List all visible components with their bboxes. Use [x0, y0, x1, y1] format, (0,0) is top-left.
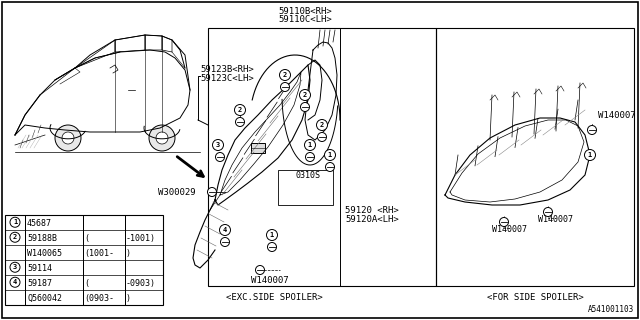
- Text: W300029: W300029: [158, 188, 196, 197]
- Text: 3: 3: [13, 264, 17, 270]
- Circle shape: [62, 132, 74, 144]
- Circle shape: [324, 149, 335, 161]
- Text: 59110C<LH>: 59110C<LH>: [278, 15, 332, 24]
- Circle shape: [10, 232, 20, 242]
- Text: <EXC.SIDE SPOILER>: <EXC.SIDE SPOILER>: [226, 293, 323, 302]
- Circle shape: [280, 83, 289, 92]
- Circle shape: [221, 237, 230, 246]
- Text: (: (: [84, 234, 89, 243]
- Circle shape: [10, 217, 20, 227]
- Text: -1001): -1001): [126, 234, 156, 243]
- Circle shape: [268, 243, 276, 252]
- Text: 59123B<RH>: 59123B<RH>: [200, 65, 253, 74]
- Circle shape: [326, 163, 335, 172]
- Text: 2: 2: [303, 92, 307, 98]
- Text: 1: 1: [328, 152, 332, 158]
- Circle shape: [149, 125, 175, 151]
- Circle shape: [280, 69, 291, 81]
- Text: ): ): [126, 294, 131, 303]
- Text: 4: 4: [13, 279, 17, 285]
- Circle shape: [300, 90, 310, 100]
- Text: 2: 2: [283, 72, 287, 78]
- Text: 3: 3: [216, 142, 220, 148]
- Circle shape: [55, 125, 81, 151]
- Circle shape: [317, 119, 328, 131]
- Text: 4: 4: [223, 227, 227, 233]
- Bar: [251, 143, 265, 153]
- Text: Q560042: Q560042: [27, 294, 62, 303]
- Circle shape: [266, 229, 278, 241]
- Text: W140007: W140007: [251, 276, 289, 285]
- Text: ): ): [126, 249, 131, 258]
- Circle shape: [543, 207, 552, 217]
- Bar: [5, 215, 163, 305]
- Circle shape: [305, 140, 316, 150]
- Text: 59114: 59114: [27, 264, 52, 273]
- Circle shape: [220, 225, 230, 236]
- Circle shape: [236, 117, 244, 126]
- Circle shape: [216, 153, 225, 162]
- Circle shape: [156, 132, 168, 144]
- Text: 45687: 45687: [27, 219, 52, 228]
- Circle shape: [301, 102, 310, 111]
- Text: (1001-: (1001-: [84, 249, 114, 258]
- Text: W140065: W140065: [27, 249, 62, 258]
- Circle shape: [10, 277, 20, 287]
- Text: (0903-: (0903-: [84, 294, 114, 303]
- Text: 1: 1: [588, 152, 592, 158]
- Text: 1: 1: [308, 142, 312, 148]
- Circle shape: [10, 262, 20, 272]
- Circle shape: [588, 125, 596, 134]
- Text: 59120A<LH>: 59120A<LH>: [345, 215, 399, 224]
- Text: 1: 1: [13, 219, 17, 225]
- Circle shape: [584, 149, 595, 161]
- Text: 59110B<RH>: 59110B<RH>: [278, 7, 332, 16]
- Text: 2: 2: [238, 107, 242, 113]
- Text: 2: 2: [320, 122, 324, 128]
- Circle shape: [317, 132, 326, 141]
- Circle shape: [305, 153, 314, 162]
- Text: 59120 <RH>: 59120 <RH>: [345, 206, 399, 215]
- Text: 1: 1: [270, 232, 274, 238]
- Text: (: (: [84, 279, 89, 288]
- Circle shape: [234, 105, 246, 116]
- Text: A541001103: A541001103: [588, 305, 634, 314]
- Text: W140007: W140007: [538, 215, 573, 224]
- Text: -0903): -0903): [126, 279, 156, 288]
- Circle shape: [499, 218, 509, 227]
- Text: 2: 2: [13, 234, 17, 240]
- Text: 59123C<LH>: 59123C<LH>: [200, 74, 253, 83]
- Text: 0310S: 0310S: [295, 171, 320, 180]
- Bar: [208, 28, 436, 286]
- Text: <FOR SIDE SPOILER>: <FOR SIDE SPOILER>: [486, 293, 584, 302]
- Bar: [278, 170, 333, 205]
- Bar: [436, 28, 634, 286]
- Circle shape: [212, 140, 223, 150]
- Text: W140007: W140007: [493, 225, 527, 234]
- Circle shape: [255, 266, 264, 275]
- Text: 59188B: 59188B: [27, 234, 57, 243]
- Circle shape: [207, 188, 216, 196]
- Text: W140007: W140007: [598, 111, 636, 120]
- Text: 59187: 59187: [27, 279, 52, 288]
